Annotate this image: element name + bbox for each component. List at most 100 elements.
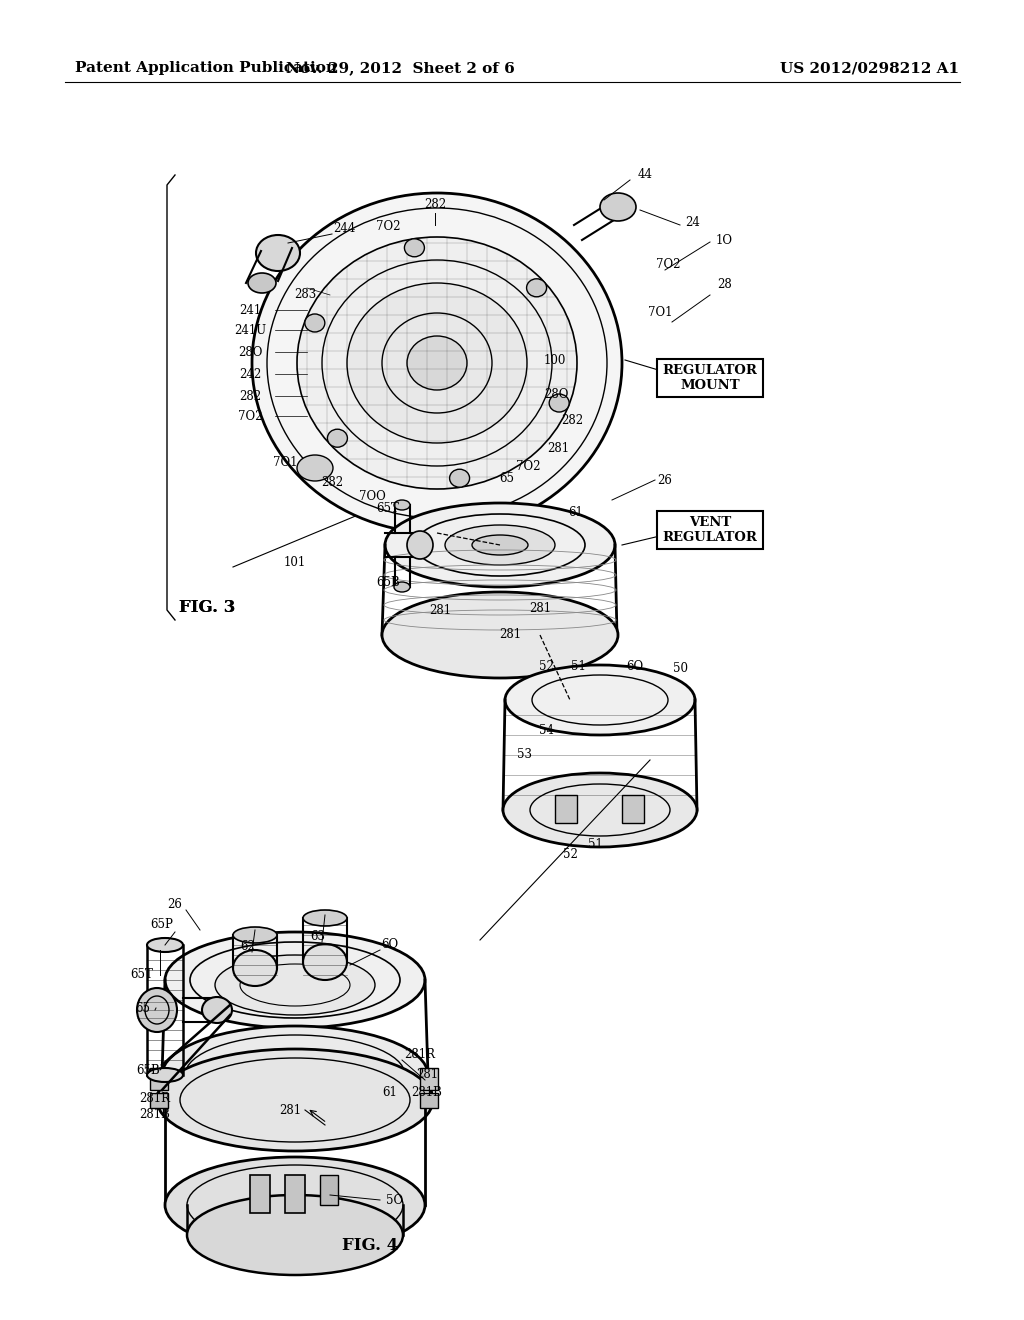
Text: 282: 282 [424,198,446,210]
Text: 65B: 65B [376,576,400,589]
Text: 1O: 1O [716,234,732,247]
Text: 282: 282 [321,475,343,488]
Ellipse shape [549,393,569,412]
Ellipse shape [147,939,183,952]
Ellipse shape [187,1195,403,1275]
Text: US 2012/0298212 A1: US 2012/0298212 A1 [780,61,959,75]
Ellipse shape [256,235,300,271]
Text: 65T: 65T [131,969,154,982]
Text: 52: 52 [539,660,553,673]
Text: 7OO: 7OO [358,491,385,503]
Text: 281: 281 [529,602,551,615]
Ellipse shape [157,1049,433,1151]
Ellipse shape [450,469,470,487]
Text: 65: 65 [135,1002,151,1015]
Text: 282: 282 [239,389,261,403]
Ellipse shape [503,774,697,847]
Text: 65B: 65B [136,1064,160,1077]
Text: 61: 61 [568,507,584,520]
Bar [555,795,577,822]
Ellipse shape [600,193,636,220]
Text: 26: 26 [657,474,673,487]
Text: 52: 52 [562,849,578,862]
Text: 6O: 6O [627,660,643,672]
Ellipse shape [233,927,278,942]
Text: 7O2: 7O2 [655,257,680,271]
Ellipse shape [347,282,527,444]
Bar [285,1175,305,1213]
Text: 28: 28 [718,279,732,292]
Ellipse shape [385,503,615,587]
Ellipse shape [404,239,424,257]
Text: Patent Application Publication: Patent Application Publication [75,61,337,75]
Ellipse shape [165,932,425,1028]
Text: 7O1: 7O1 [648,306,672,319]
Ellipse shape [303,909,347,927]
Text: 28O: 28O [238,346,262,359]
Ellipse shape [505,665,695,735]
Ellipse shape [394,500,410,510]
Ellipse shape [328,429,347,447]
Ellipse shape [472,535,528,554]
Text: 281: 281 [547,441,569,454]
Text: 65T: 65T [377,502,399,515]
Text: 51: 51 [588,838,602,851]
Text: 281: 281 [279,1104,301,1117]
Ellipse shape [252,193,622,533]
Text: 281B: 281B [139,1109,170,1122]
Bar [150,1068,168,1090]
Ellipse shape [248,273,276,293]
Text: 50: 50 [673,661,687,675]
Text: 282: 282 [561,413,583,426]
Text: 24: 24 [685,215,700,228]
Ellipse shape [297,455,333,480]
Text: 281R: 281R [404,1048,435,1061]
Bar [150,1093,168,1107]
Text: 61: 61 [383,1086,397,1100]
Text: 100: 100 [544,354,566,367]
Text: 281B: 281B [412,1085,442,1098]
Text: 281: 281 [429,603,451,616]
Text: 281: 281 [499,628,521,642]
Text: 65: 65 [500,471,514,484]
Ellipse shape [215,954,375,1015]
Text: 241: 241 [239,304,261,317]
Ellipse shape [305,314,325,333]
Ellipse shape [382,591,618,678]
Text: 101: 101 [284,556,306,569]
Text: 283: 283 [294,289,316,301]
Text: 53: 53 [517,748,532,762]
Text: 7O1: 7O1 [272,457,297,470]
Text: 54: 54 [539,723,554,737]
Text: 281: 281 [416,1068,438,1081]
Text: 241U: 241U [233,323,266,337]
Ellipse shape [162,1026,428,1125]
Ellipse shape [165,1158,425,1253]
Ellipse shape [202,997,232,1023]
Text: 62: 62 [241,940,255,953]
Text: FIG. 3: FIG. 3 [179,599,236,616]
Text: VENT
REGULATOR: VENT REGULATOR [663,516,758,544]
Bar [250,1175,270,1213]
Text: 28O: 28O [544,388,568,401]
Text: 7O2: 7O2 [376,219,400,232]
Ellipse shape [147,1068,183,1082]
Text: 65P: 65P [151,919,173,932]
Ellipse shape [303,944,347,979]
Text: 26: 26 [168,898,182,911]
Bar [420,1093,438,1107]
Bar [622,795,644,822]
Ellipse shape [137,987,177,1032]
Ellipse shape [394,582,410,591]
Text: FIG. 4: FIG. 4 [342,1237,398,1254]
Ellipse shape [445,525,555,565]
Ellipse shape [297,238,577,488]
Ellipse shape [407,531,433,558]
Bar [319,1175,338,1205]
Ellipse shape [526,279,547,297]
Text: 5O: 5O [386,1193,403,1206]
Text: 51: 51 [570,660,586,673]
Text: Nov. 29, 2012  Sheet 2 of 6: Nov. 29, 2012 Sheet 2 of 6 [286,61,514,75]
Ellipse shape [407,337,467,389]
Text: 242: 242 [239,367,261,380]
